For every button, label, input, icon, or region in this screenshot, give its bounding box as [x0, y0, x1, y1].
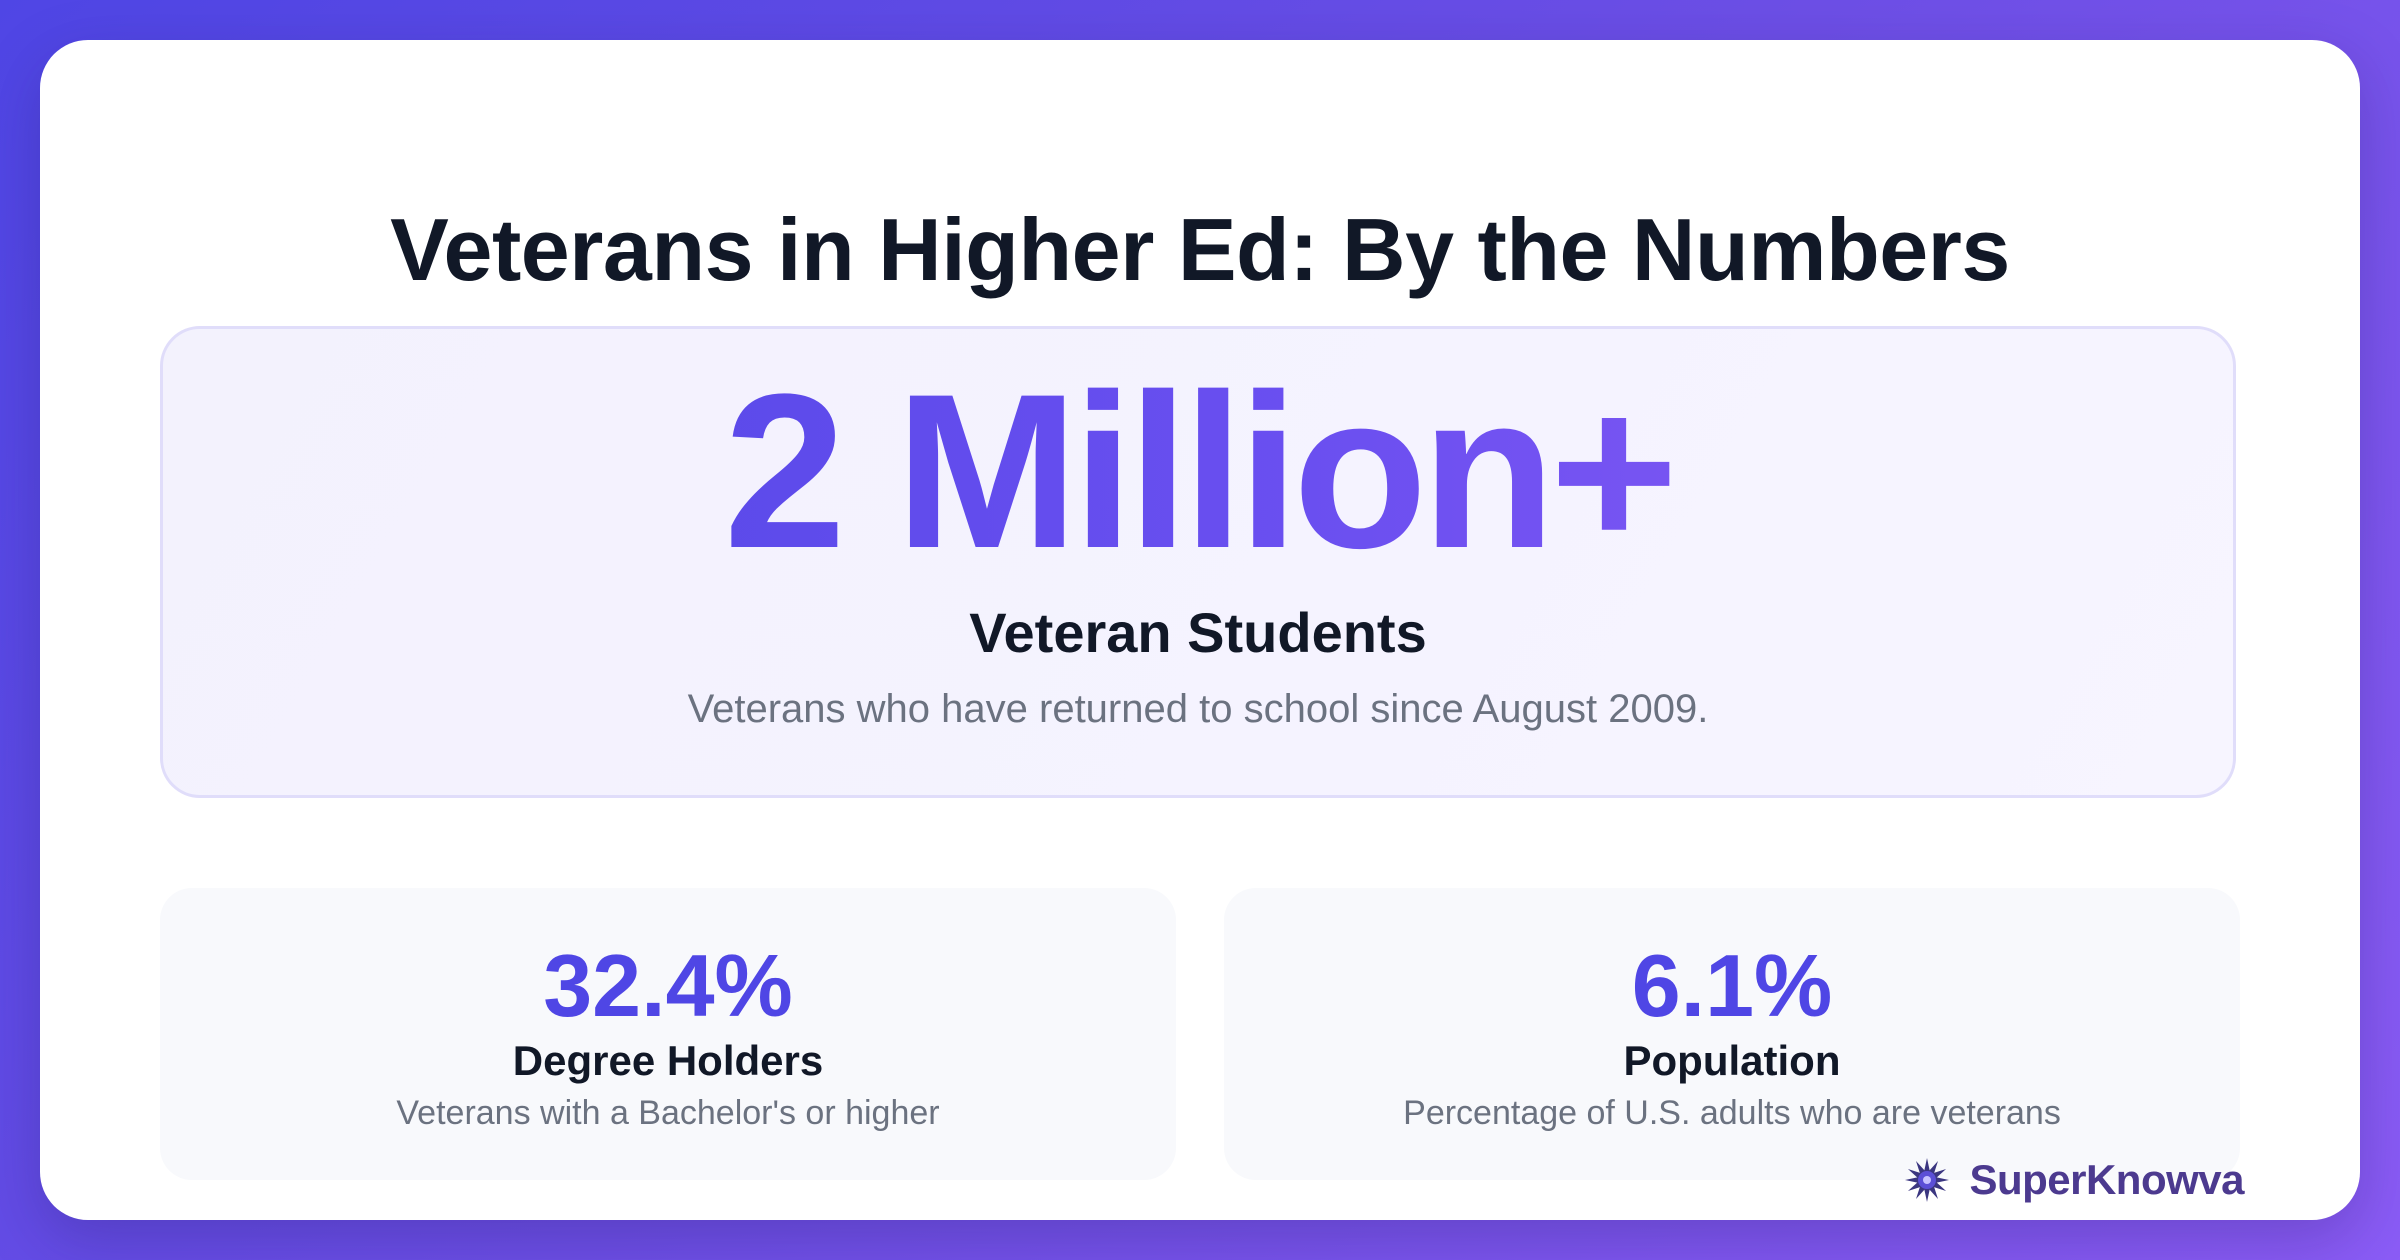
stat-label: Degree Holders — [512, 1037, 824, 1084]
stat-description: Percentage of U.S. adults who are vetera… — [1403, 1094, 2061, 1132]
stat-description: Veterans with a Bachelor's or higher — [396, 1094, 940, 1132]
infographic-card: Veterans in Higher Ed: By the Numbers 2 … — [40, 40, 2360, 1220]
page-title: Veterans in Higher Ed: By the Numbers — [390, 200, 2010, 299]
brand-name: SuperKnowva — [1969, 1156, 2244, 1203]
stat-label: Population — [1623, 1037, 1841, 1084]
hero-stat-panel: 2 Million+ Veteran Students Veterans who… — [160, 326, 2236, 798]
hero-stat-label: Veteran Students — [969, 601, 1427, 664]
hero-stat-description: Veterans who have returned to school sin… — [687, 687, 1709, 731]
stat-value: 32.4% — [543, 936, 793, 1035]
brand-mark: SuperKnowva — [1903, 1150, 2244, 1210]
starburst-logo-icon — [1905, 1158, 1950, 1202]
stat-value: 6.1% — [1631, 936, 1833, 1035]
hero-stat-value: 2 Million+ — [163, 361, 2233, 581]
stat-card-degree-holders: 32.4% Degree Holders Veterans with a Bac… — [160, 888, 1176, 1180]
stat-card-population: 6.1% Population Percentage of U.S. adult… — [1224, 888, 2240, 1180]
